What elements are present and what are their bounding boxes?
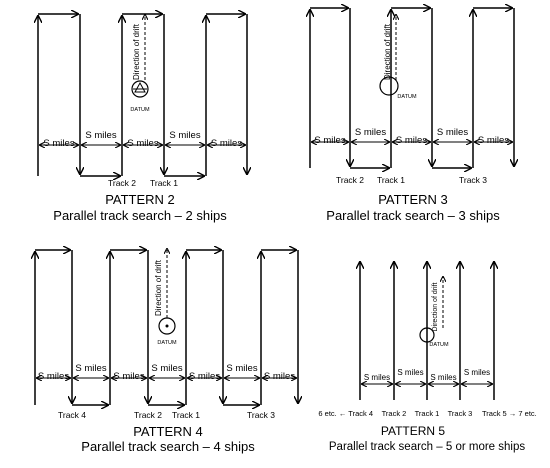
- pattern-3-track-label: Track 2: [336, 175, 364, 185]
- pattern-3-track-label: Track 3: [459, 175, 487, 185]
- pattern-4-drift-label: Direction of drift: [154, 259, 163, 316]
- pattern-4-title: PATTERN 4: [133, 424, 203, 439]
- pattern-4-spacing-label: S miles: [151, 363, 182, 374]
- pattern-4-track-label: Track 3: [247, 410, 275, 420]
- pattern-2-spacing-label: S miles: [169, 130, 200, 141]
- pattern-2-subtitle: Parallel track search – 2 ships: [53, 208, 227, 223]
- pattern-2-datum-label: DATUM: [130, 107, 150, 113]
- pattern-4-subtitle: Parallel track search – 4 ships: [81, 439, 255, 454]
- pattern-2-title: PATTERN 2: [105, 192, 175, 207]
- pattern-2-spacing-label: S miles: [85, 130, 116, 141]
- pattern-5-track-label: 6 etc. ← Track 4: [318, 409, 373, 418]
- pattern-3-datum-circle: [379, 76, 399, 96]
- pattern-5-track-label: Track 2: [382, 409, 407, 418]
- pattern-3-datum-label: DATUM: [397, 94, 417, 100]
- pattern-2-datum-circle: [131, 80, 149, 98]
- pattern-4-track-label: Track 2: [134, 410, 162, 420]
- pattern-5-datum-label: DATUM: [429, 342, 449, 348]
- pattern-5-datum-circle: [419, 327, 435, 343]
- pattern-3-spacing-label: S miles: [355, 127, 386, 138]
- pattern-5-spacing-label: S miles: [397, 368, 423, 377]
- pattern-4-track-label: Track 1: [172, 410, 200, 420]
- pattern-4-spacing-label: S miles: [189, 371, 220, 382]
- pattern-3-subtitle: Parallel track search – 3 ships: [326, 208, 500, 223]
- pattern-3-drift-label: Direction of drift: [383, 23, 392, 80]
- pattern-4-spacing-label: S miles: [113, 371, 144, 382]
- pattern-2-datum-triangle-icon: [134, 81, 146, 93]
- pattern-5-spacing-label: S miles: [430, 373, 456, 382]
- pattern-3-title: PATTERN 3: [378, 192, 448, 207]
- pattern-3-track-label: Track 1: [377, 175, 405, 185]
- pattern-4-datum-dot: [165, 324, 169, 328]
- pattern-2-spacing-label: S miles: [43, 138, 74, 149]
- pattern-5-track-label: Track 1: [415, 409, 440, 418]
- pattern-4-datum-circle: [158, 317, 176, 335]
- pattern-2-spacing-label: S miles: [211, 138, 242, 149]
- pattern-4-spacing-label: S miles: [226, 363, 257, 374]
- pattern-5-spacing-label: S miles: [464, 368, 490, 377]
- pattern-2-drift-label: Direction of drift: [132, 23, 141, 80]
- pattern-5-title: PATTERN 5: [381, 424, 446, 438]
- pattern-5-track-label: Track 5 → 7 etc.: [482, 409, 537, 418]
- pattern-4-spacing-label: S miles: [264, 371, 295, 382]
- pattern-3-spacing-label: S miles: [478, 135, 509, 146]
- pattern-4-datum-label: DATUM: [157, 340, 177, 346]
- pattern-2-track-label: Track 2: [108, 178, 136, 188]
- pattern-2-track-label: Track 1: [150, 178, 178, 188]
- pattern-4-spacing-label: S miles: [75, 363, 106, 374]
- pattern-5-spacing-label: S miles: [364, 373, 390, 382]
- pattern-3-spacing-label: S miles: [437, 127, 468, 138]
- pattern-3-spacing-label: S miles: [396, 135, 427, 146]
- pattern-4-spacing-label: S miles: [38, 371, 69, 382]
- pattern-2-spacing-label: S miles: [127, 138, 158, 149]
- pattern-5-track-label: Track 3: [448, 409, 473, 418]
- pattern-5-drift-label: Direction of drift: [432, 282, 439, 331]
- pattern-3-spacing-label: S miles: [314, 135, 345, 146]
- pattern-5-subtitle: Parallel track search – 5 or more ships: [329, 441, 525, 453]
- pattern-4-track-label: Track 4: [58, 410, 86, 420]
